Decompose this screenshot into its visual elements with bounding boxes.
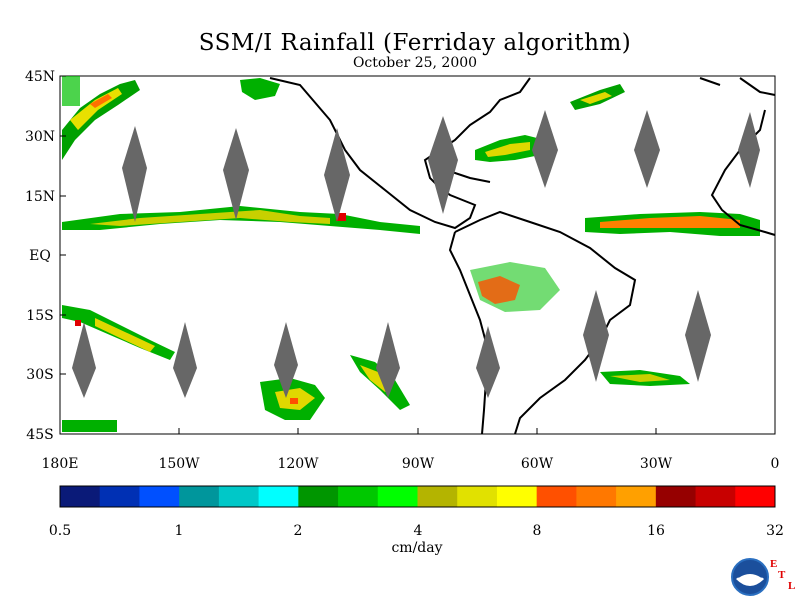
- colorbar-swatch: [576, 486, 617, 507]
- noaa-logo: E T L: [731, 558, 795, 596]
- lon-label: 30W: [640, 456, 673, 472]
- colorbar-tick-label: 2: [294, 523, 303, 539]
- colorbar-swatch: [616, 486, 657, 507]
- colorbar-frame: [59, 485, 776, 508]
- lat-label: 15N: [25, 189, 55, 205]
- colorbar-swatch: [496, 486, 538, 507]
- lat-label: 45S: [26, 427, 53, 443]
- axis-ticks: [59, 75, 776, 435]
- colorbar-swatch: [60, 486, 101, 507]
- lon-label: 0: [771, 456, 780, 472]
- etl-letter-l: L: [788, 580, 795, 592]
- colorbar-swatch: [338, 486, 379, 507]
- colorbar-swatch: [377, 486, 418, 507]
- rain-bands: [62, 76, 760, 432]
- colorbar-swatch: [179, 486, 220, 507]
- lon-label: 90W: [402, 456, 435, 472]
- lon-label: 60W: [521, 456, 554, 472]
- colorbar-tick-label: 32: [766, 523, 784, 539]
- colorbar-swatch: [735, 486, 776, 507]
- etl-letter-e: E: [770, 558, 777, 570]
- latitude-labels: 45N 30N 15N EQ 15S 30S 45S: [25, 69, 55, 443]
- colorbar-swatch: [457, 486, 498, 507]
- lat-label: 30S: [26, 367, 53, 383]
- colorbar-labels: 0.5 1 2 4 8 16 32: [49, 523, 784, 539]
- colorbar-tick-label: 0.5: [49, 523, 71, 539]
- coast-south-america: [454, 210, 637, 435]
- colorbar-tick-label: 4: [414, 523, 423, 539]
- map-date: October 25, 2000: [352, 55, 478, 71]
- colorbar-swatch: [139, 486, 180, 507]
- lat-label: 30N: [25, 129, 55, 145]
- swath-gaps: [72, 110, 760, 398]
- rain-band-itcz-pacific: [62, 206, 420, 234]
- lat-label: 15S: [26, 308, 53, 324]
- rain-band-kuroshio: [240, 78, 280, 100]
- colorbar-tick-label: 16: [647, 523, 665, 539]
- coast-europe: [739, 77, 776, 96]
- lon-label: 150W: [158, 456, 200, 472]
- etl-letter-t: T: [778, 569, 786, 581]
- colorbar-swatch: [536, 486, 577, 507]
- coast-greenland: [699, 77, 721, 86]
- colorbar-swatch: [695, 486, 736, 507]
- longitude-labels: 180E 150W 120W 90W 60W 30W 0: [42, 456, 780, 472]
- colorbar-swatch: [417, 486, 458, 507]
- map-title: SSM/I Rainfall (Ferriday algorithm): [198, 30, 632, 56]
- colorbar-unit: cm/day: [391, 540, 443, 556]
- colorbar-tick-label: 1: [175, 523, 184, 539]
- colorbar-swatch: [258, 486, 299, 507]
- coast-north-america: [269, 77, 531, 230]
- colorbar-swatch: [655, 486, 697, 507]
- colorbar-swatch: [99, 486, 140, 507]
- lat-label: EQ: [29, 248, 51, 264]
- coast-south-america-west: [448, 231, 490, 435]
- colorbar-tick-label: 8: [533, 523, 542, 539]
- colorbar-swatch: [218, 486, 260, 507]
- colorbar: [60, 486, 776, 507]
- rain-band-npac-north: [62, 80, 140, 160]
- colorbar-swatch: [298, 486, 339, 507]
- lon-label: 180E: [42, 456, 79, 472]
- lon-label: 120W: [277, 456, 319, 472]
- lat-label: 45N: [25, 69, 55, 85]
